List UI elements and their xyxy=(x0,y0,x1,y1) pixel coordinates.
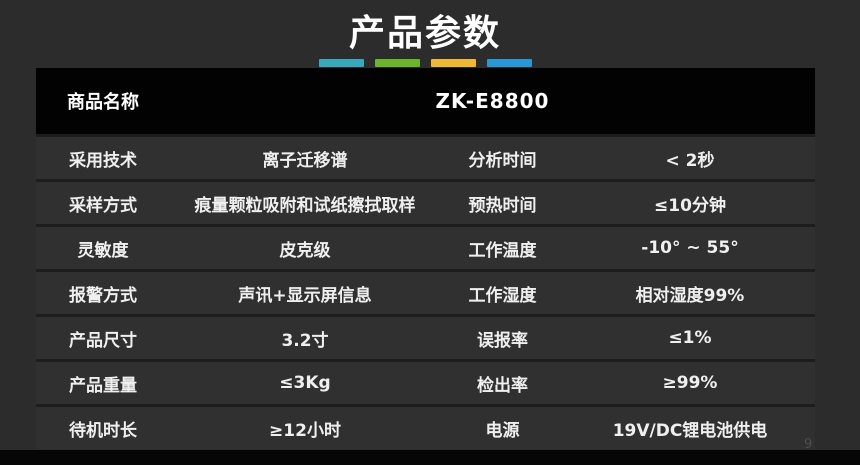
spec-table: 商品名称 ZK-E8800 采用技术 离子迁移谱 分析时间 < 2秒 采样方式 … xyxy=(36,68,815,449)
row-value-2: ≥99% xyxy=(662,373,718,393)
row-value-2: 19V/DC锂电池供电 xyxy=(612,420,768,441)
row-label-1: 产品尺寸 xyxy=(69,330,137,351)
row-value-1: 痕量颗粒吸附和试纸擦拭取样 xyxy=(194,195,416,216)
row-label-1: 灵敏度 xyxy=(77,240,129,261)
row-value-2: -10° ~ 55° xyxy=(641,238,739,258)
table-row: 待机时长 ≥12小时 电源 19V/DC锂电池供电 xyxy=(36,404,815,449)
page-title: 产品参数 xyxy=(348,13,501,54)
row-value-1: 声讯+显示屏信息 xyxy=(238,285,372,306)
accent-bar-teal xyxy=(318,59,364,67)
accent-bar-green xyxy=(374,59,420,67)
table-row: 采样方式 痕量颗粒吸附和试纸擦拭取样 预热时间 ≤10分钟 xyxy=(36,179,815,224)
table-row: 产品重量 ≤3Kg 检出率 ≥99% xyxy=(36,359,815,404)
row-label-1: 产品重量 xyxy=(69,375,137,396)
product-name-value: ZK-E8800 xyxy=(435,89,550,113)
table-row: 采用技术 离子迁移谱 分析时间 < 2秒 xyxy=(36,134,815,179)
row-label-2: 误报率 xyxy=(477,330,528,351)
row-value-2: 相对湿度99% xyxy=(635,285,745,306)
product-name-label: 商品名称 xyxy=(67,92,139,113)
row-value-1: ≤3Kg xyxy=(279,373,331,393)
table-header-row: 商品名称 ZK-E8800 xyxy=(36,68,815,134)
row-label-1: 采用技术 xyxy=(69,150,137,171)
table-row: 灵敏度 皮克级 工作温度 -10° ~ 55° xyxy=(36,224,815,269)
table-row: 报警方式 声讯+显示屏信息 工作湿度 相对湿度99% xyxy=(36,269,815,314)
table-row: 产品尺寸 3.2寸 误报率 ≤1% xyxy=(36,314,815,359)
row-label-2: 预热时间 xyxy=(468,195,537,216)
page-number: 9 xyxy=(804,437,813,452)
row-label-2: 电源 xyxy=(485,420,520,441)
row-value-1: ≥12小时 xyxy=(269,420,341,441)
page-header: 产品参数 xyxy=(0,4,860,56)
row-value-2: ≤1% xyxy=(668,328,712,348)
row-value-1: 皮克级 xyxy=(279,240,331,261)
row-label-2: 检出率 xyxy=(477,375,528,396)
row-label-2: 工作湿度 xyxy=(468,285,537,306)
row-label-1: 待机时长 xyxy=(69,420,137,441)
row-value-1: 3.2寸 xyxy=(281,330,329,351)
accent-bars xyxy=(0,59,855,67)
bottom-band xyxy=(0,450,860,465)
row-value-2: ≤10分钟 xyxy=(654,195,726,216)
accent-bar-yellow xyxy=(430,59,476,67)
row-value-1: 离子迁移谱 xyxy=(262,150,348,171)
row-label-2: 分析时间 xyxy=(468,150,537,171)
row-label-1: 采样方式 xyxy=(69,195,137,216)
accent-bar-blue xyxy=(486,59,532,67)
row-value-2: < 2秒 xyxy=(665,150,715,171)
row-label-2: 工作温度 xyxy=(468,240,537,261)
row-label-1: 报警方式 xyxy=(69,285,137,306)
